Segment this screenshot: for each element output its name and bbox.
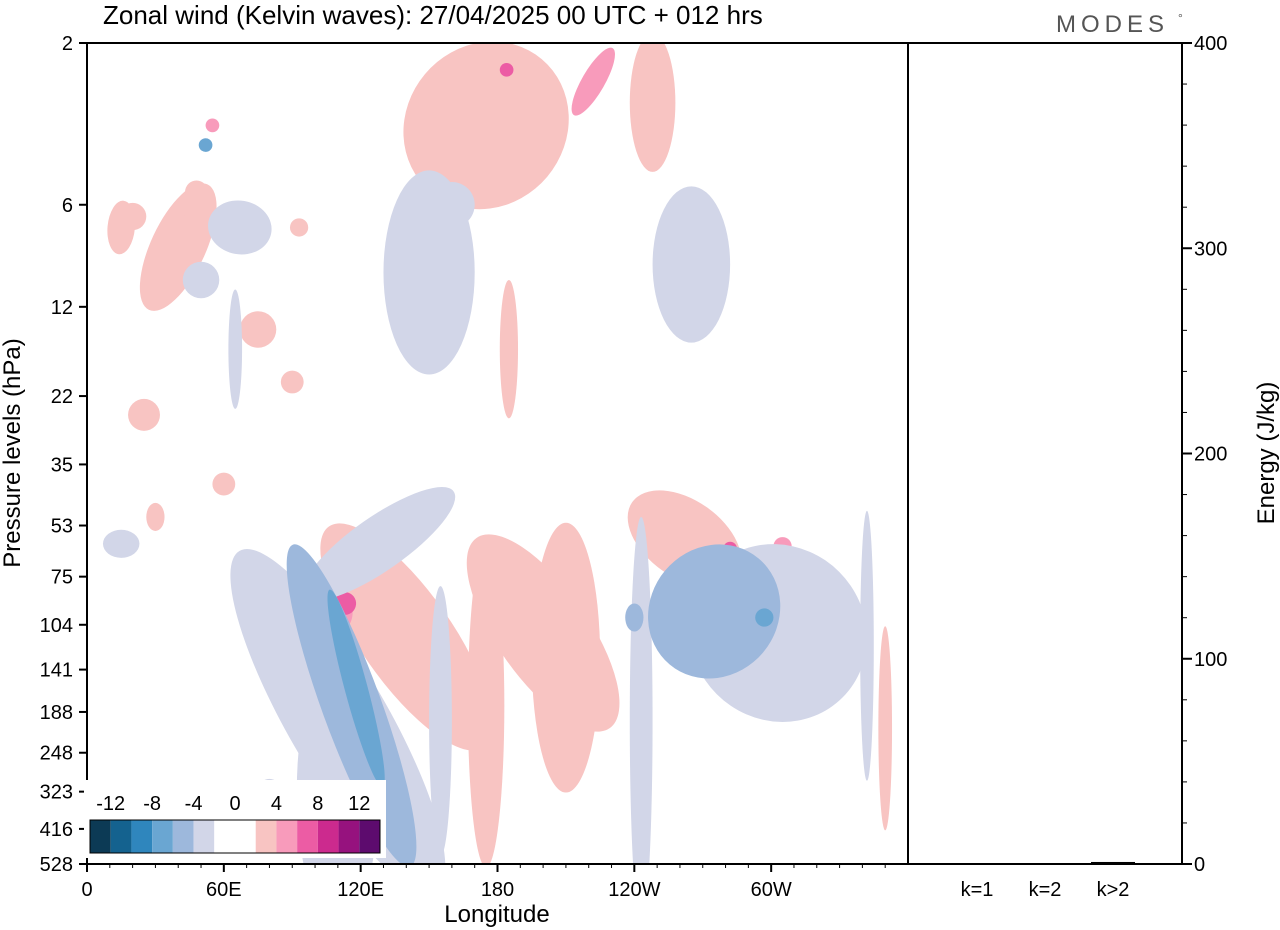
colorbar-cell [90,820,111,853]
energy-bar-chart: 0 100 200 300 400 k=1 k=2 k>2 Energy (J/kg) [907,33,1280,901]
pressure-axis: 2 6 12 22 35 53 75 104 141 188 248 323 416 528 [40,33,87,876]
colorbar-cell [193,820,215,853]
x-tick-label: 60W [751,879,792,901]
positive-anomaly-0-6 [403,43,569,210]
colorbar-cell [110,820,132,853]
x-tick-label: 120E [337,879,384,901]
colorbar-label: -8 [143,793,161,815]
y-tick-label: 141 [40,660,73,682]
negative-anomaly-5-0 [327,589,385,787]
y-tick-label: 75 [51,567,73,589]
y-tick-label: 323 [40,782,73,804]
logo-mark: ° [1178,11,1183,25]
y-tick-label: 188 [40,702,73,724]
positive-anomaly-0-14 [146,502,165,531]
y-tick-label: 35 [51,454,73,476]
negative-anomaly-3-14 [429,181,475,228]
negative-anomaly-5-1 [755,608,774,627]
longitude-axis: 0 60E 120E 180 120W 60W [81,864,886,901]
x-tick-label: 120W [608,879,660,901]
negative-anomaly-4-3 [625,603,644,632]
negative-anomaly-3-7 [182,261,220,299]
colorbar-cell [255,820,277,853]
energy-category-label: k>2 [1097,879,1130,901]
y-axis-label: Pressure levels (hPa) [0,338,26,567]
energy-bar-0 [955,863,999,865]
positive-anomaly-0-10 [531,522,601,793]
colorbar-cell [152,820,173,853]
colorbar-cell [276,820,298,853]
positive-anomaly-0-11 [878,626,893,831]
colorbar-label: 0 [229,793,240,815]
negative-anomaly-3-5 [102,529,140,558]
y-tick-label: 2 [62,33,73,55]
positive-anomaly-0-13 [499,279,519,419]
colorbar-cell [214,820,235,853]
positive-anomaly-0-16 [118,202,147,231]
positive-anomaly-1-4 [205,118,220,133]
positive-anomaly-0-7 [629,43,676,172]
energy-tick-label: 0 [1194,854,1205,876]
positive-anomaly-0-17 [164,213,192,242]
y-tick-label: 416 [40,819,73,841]
y-tick-label: 528 [40,854,73,876]
negative-anomaly-3-3 [208,200,272,255]
energy-category-label: k=2 [1029,879,1062,901]
energy-tick-label: 100 [1194,649,1227,671]
colorbar-cell [359,820,380,853]
energy-tick-label: 300 [1194,238,1227,260]
negative-anomaly-5-2 [198,138,213,152]
chart-title: Zonal wind (Kelvin waves): 27/04/2025 00… [103,0,763,30]
energy-category-label: k=1 [961,879,994,901]
y-tick-label: 104 [40,615,73,637]
energy-tick-label: 400 [1194,33,1227,55]
negative-anomaly-3-10 [429,586,452,856]
positive-anomaly-0-18 [185,180,208,204]
modes-logo: MODES [1056,11,1169,38]
colorbar-label: 8 [312,793,323,815]
negative-anomaly-3-4 [652,186,731,343]
negative-anomaly-3-6 [228,289,243,409]
colorbar-label: 4 [271,793,282,815]
x-tick-label: 60E [206,879,242,901]
positive-anomaly-0-1 [139,183,217,311]
energy-axis-label: Energy (J/kg) [1253,382,1280,525]
positive-anomaly-0-20 [289,218,309,237]
hovmoller-heatmap: 2 6 12 22 35 53 75 104 141 188 248 323 416 528 0 60E 12… [0,33,909,928]
energy-bar-2 [1091,861,1135,864]
negative-anomaly-3-12 [860,510,874,781]
colorbar-border [89,819,381,854]
colorbar-cell [131,820,153,853]
colorbar-cell [297,820,318,853]
x-tick-label: 180 [481,879,514,901]
colorbar-cell [235,820,256,853]
y-tick-label: 248 [40,743,73,765]
colorbar-cell [317,820,339,853]
colorbar-label: 12 [348,793,370,815]
colorbar-label: -12 [96,793,125,815]
positive-anomaly-2-2 [499,63,514,77]
colorbar-cell [338,820,360,853]
energy-bar-1 [1023,863,1067,865]
energy-axis: 0 100 200 300 400 [1182,33,1227,876]
energy-tick-label: 200 [1194,444,1227,466]
positive-anomaly-1-1 [571,47,615,116]
colorbar: -12 -8 -4 0 4 8 12 [84,780,386,858]
positive-anomaly-0-5 [212,472,236,496]
y-tick-label: 6 [62,195,73,217]
y-tick-label: 53 [51,516,73,538]
positive-anomaly-0-4 [128,398,160,431]
x-axis-label: Longitude [444,901,549,928]
y-tick-label: 22 [51,386,73,408]
x-tick-label: 0 [81,879,92,901]
colorbar-label: -4 [185,793,203,815]
negative-anomaly-4-1 [648,544,781,679]
positive-anomaly-0-19 [280,370,304,394]
negative-anomaly-3-1 [302,487,456,601]
positive-anomaly-0-3 [239,311,277,348]
colorbar-cell [172,820,194,853]
energy-frame [907,42,1183,865]
y-tick-label: 12 [51,297,73,319]
